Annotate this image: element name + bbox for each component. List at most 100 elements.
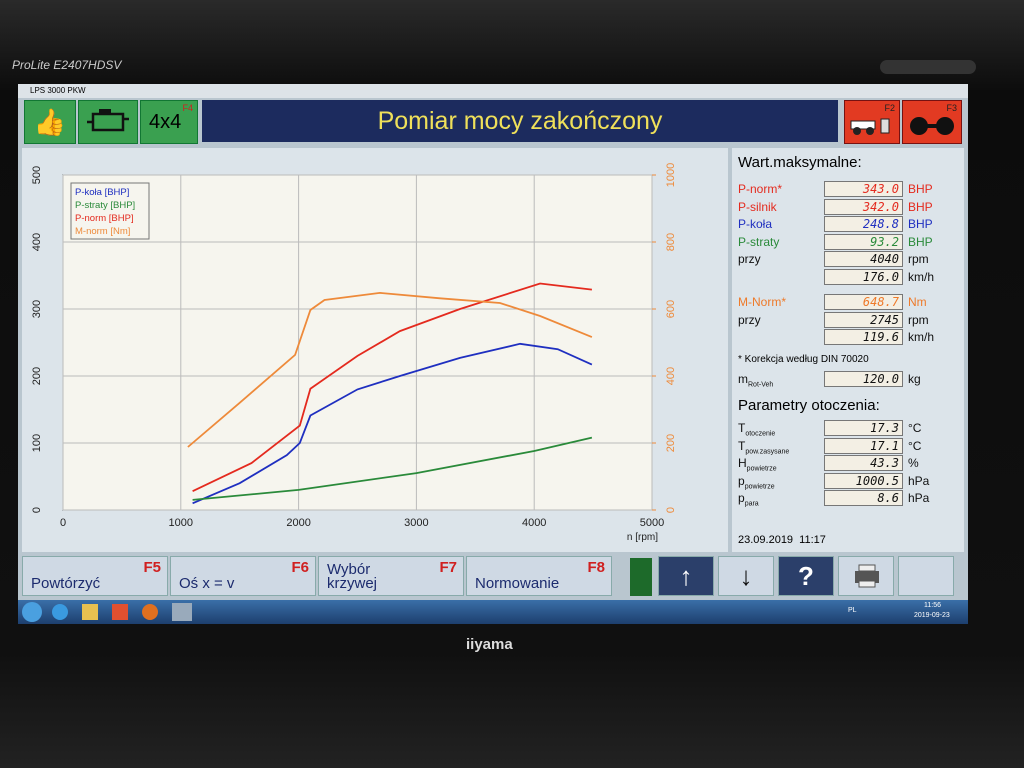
value-box: 120.0 <box>824 370 903 387</box>
y2-tick-label: 1000 <box>665 163 677 187</box>
correction-note: * Korekcja według DIN 70020 <box>738 353 869 365</box>
engine-icon <box>87 109 129 132</box>
legend-entry: P-norm [BHP] <box>75 213 134 224</box>
roller-button[interactable]: F3 <box>902 100 962 144</box>
value-box: 176.0 <box>824 268 903 285</box>
row-label: P-koła <box>738 217 773 231</box>
x-tick-label: 4000 <box>522 517 546 529</box>
section-title: Parametry otoczenia: <box>738 397 880 414</box>
x-tick-label: 1000 <box>169 517 193 529</box>
value-box: 43.3 <box>824 455 903 471</box>
timestamp: 23.09.2019 11:17 <box>738 534 826 546</box>
row-label: P-silnik <box>738 199 777 214</box>
legend-entry: M-norm [Nm] <box>75 226 130 237</box>
plot-area <box>62 174 653 511</box>
button-key: F8 <box>587 559 605 576</box>
value-box: 93.2 <box>824 233 903 250</box>
level-indicator <box>630 558 652 596</box>
monitor-buttons <box>880 60 976 74</box>
y-tick-label: 500 <box>31 166 43 184</box>
drive-label: 4x4 <box>149 111 182 133</box>
ie-icon[interactable] <box>52 604 68 620</box>
brake-button[interactable]: F2 <box>844 100 900 144</box>
screen: LPS 3000 PKW 👍 4x4 F4 Pomiar mocy zakońc… <box>18 84 968 624</box>
window-title: LPS 3000 PKW <box>18 84 968 98</box>
row-unit: BHP <box>908 199 933 214</box>
function-button[interactable]: Normowanie F8 <box>466 556 612 596</box>
row-label: P-norm* <box>738 182 783 196</box>
exit-button[interactable] <box>898 556 954 596</box>
y-tick-label: 100 <box>31 434 43 452</box>
y2-tick-label: 200 <box>665 434 677 452</box>
firefox-icon[interactable] <box>142 604 158 620</box>
language: PL <box>848 607 857 614</box>
drive-key: F4 <box>182 103 193 113</box>
media-icon[interactable] <box>112 604 128 620</box>
data-line <box>192 282 593 493</box>
row-unit: kg <box>908 371 921 386</box>
chart: 0 1000 2000 3000 4000 50000100200300400500020… <box>31 163 677 543</box>
app-icon[interactable] <box>172 603 192 621</box>
button-key: F5 <box>143 559 161 576</box>
value-box: 119.6 <box>824 329 903 345</box>
row-unit: BHP <box>908 182 933 196</box>
value-box: 17.3 <box>824 420 903 436</box>
function-button[interactable]: Wybór krzywej F7 <box>318 556 464 596</box>
value-box: 2745 <box>824 311 903 328</box>
legend-entry: P-straty [BHP] <box>75 200 135 211</box>
value-box: 648.7 <box>824 294 903 310</box>
row-label-sub: otoczenie <box>745 430 776 438</box>
start-button[interactable] <box>22 602 42 622</box>
up-button[interactable]: ↑ <box>658 556 714 596</box>
down-button[interactable]: ↓ <box>718 556 774 596</box>
row-unit: BHP <box>908 234 933 249</box>
clock-date: 2019-09-23 <box>914 612 950 619</box>
row-label: M-Norm* <box>738 295 786 309</box>
clock-time: 11:56 <box>924 602 941 609</box>
x-tick-label: 2000 <box>286 517 310 529</box>
y-tick-label: 200 <box>31 367 43 385</box>
drive-button[interactable]: 4x4 F4 <box>140 100 198 144</box>
y-tick-label: 400 <box>31 233 43 251</box>
print-button[interactable] <box>838 556 894 596</box>
button-label: Oś x = v <box>179 575 235 592</box>
value-box: 8.6 <box>824 490 903 506</box>
chart-panel: 0 1000 2000 3000 4000 5000 0 100 200 300 400 500 0 20… <box>22 148 728 552</box>
help-button[interactable]: ? <box>778 556 834 596</box>
taskbar: PL 11:56 2019-09-23 <box>18 600 968 624</box>
row-label-sub: powietrze <box>746 465 777 473</box>
y2-tick-label: 0 <box>665 507 677 513</box>
x-tick-label: 0 <box>60 517 66 529</box>
value-box: 342.0 <box>824 198 903 215</box>
row-label: przy <box>738 312 761 327</box>
row-label-sub: powietrze <box>744 482 775 490</box>
ok-button[interactable]: 👍 <box>24 100 76 144</box>
monitor-brand: iiyama <box>466 636 513 653</box>
folder-icon[interactable] <box>82 604 98 620</box>
value-box: 4040 <box>824 251 903 267</box>
function-button[interactable]: Oś x = v F6 <box>170 556 316 596</box>
function-button[interactable]: Powtórzyć F5 <box>22 556 168 596</box>
key-f2: F2 <box>884 103 895 113</box>
printer-icon <box>855 564 879 588</box>
row-label: Totoczenie <box>738 421 776 438</box>
row-label: Tpow.zasysane <box>738 438 790 455</box>
row-label-sub: pow.zasysane <box>745 447 790 455</box>
row-unit: °C <box>908 421 922 435</box>
row-unit: rpm <box>908 312 929 327</box>
row-label: mRot-Veh <box>738 371 774 388</box>
data-line <box>187 291 593 448</box>
engine-button[interactable] <box>78 100 138 144</box>
x-tick-label: 5000 <box>640 517 664 529</box>
value-box: 1000.5 <box>824 472 903 489</box>
data-line <box>192 342 593 505</box>
button-key: F7 <box>439 559 457 576</box>
data-line <box>192 436 593 501</box>
y2-tick-label: 800 <box>665 233 677 251</box>
row-label: przy <box>738 252 761 266</box>
key-f3: F3 <box>946 103 957 113</box>
value-box: 343.0 <box>824 181 903 197</box>
row-unit: hPa <box>908 491 930 505</box>
y-tick-label: 0 <box>31 507 43 513</box>
